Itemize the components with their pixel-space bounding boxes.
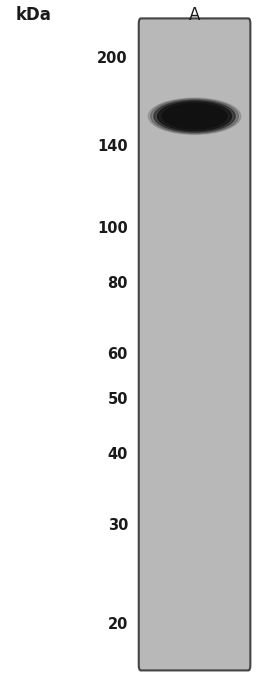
Ellipse shape [154,100,235,132]
Text: 100: 100 [97,222,128,237]
Text: 60: 60 [108,347,128,362]
Ellipse shape [148,98,241,134]
Text: 40: 40 [108,447,128,462]
Text: 50: 50 [108,392,128,407]
Ellipse shape [165,107,225,125]
Ellipse shape [162,104,227,129]
Text: 200: 200 [97,50,128,65]
Text: 80: 80 [108,276,128,291]
FancyBboxPatch shape [139,18,250,670]
Text: 30: 30 [108,518,128,533]
Text: kDa: kDa [15,6,51,24]
Ellipse shape [151,99,239,134]
Text: 140: 140 [97,138,128,153]
Ellipse shape [158,102,231,131]
Text: 20: 20 [108,617,128,632]
Text: A: A [189,6,200,24]
